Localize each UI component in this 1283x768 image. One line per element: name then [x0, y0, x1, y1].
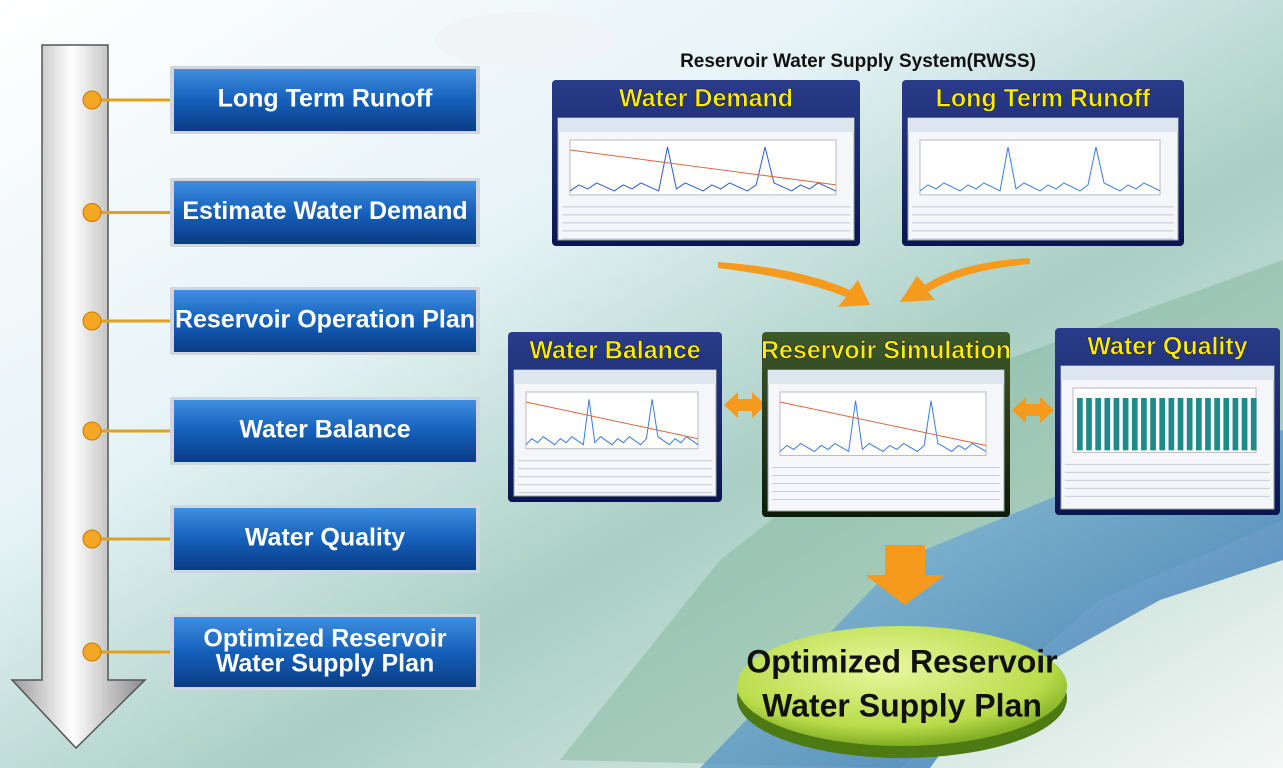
- panel-title: Water Demand: [619, 85, 793, 113]
- bar-icon: [1178, 398, 1184, 450]
- step-label: Water Quality: [245, 524, 405, 552]
- bar-icon: [1205, 398, 1211, 450]
- step-label: Reservoir Operation Plan: [175, 306, 475, 334]
- bar-icon: [1169, 398, 1175, 450]
- bar-icon: [1123, 398, 1129, 450]
- toolbar: [768, 370, 1004, 384]
- bar-icon: [1187, 398, 1193, 450]
- bar-icon: [1086, 398, 1092, 450]
- result-text: Optimized Reservoir: [746, 643, 1057, 679]
- bar-icon: [1077, 398, 1083, 450]
- toolbar: [514, 370, 716, 384]
- panel-title: Water Balance: [529, 337, 700, 365]
- plot: [920, 140, 1160, 195]
- toolbar: [908, 118, 1178, 132]
- bar-icon: [1132, 398, 1138, 450]
- bar-icon: [1251, 398, 1257, 450]
- panel-title: Long Term Runoff: [936, 85, 1151, 113]
- connector-dot: [83, 530, 101, 548]
- bar-icon: [1223, 398, 1229, 450]
- bar-icon: [1159, 398, 1165, 450]
- connector-dot: [83, 312, 101, 330]
- diagram: Long Term Runoff Estimate Water Demand Res…: [0, 0, 1283, 768]
- bar-icon: [1196, 398, 1202, 450]
- result-text: Water Supply Plan: [762, 687, 1042, 723]
- step-label: Water Supply Plan: [216, 650, 435, 678]
- cloud: [435, 12, 615, 68]
- bar-icon: [1114, 398, 1120, 450]
- bar-icon: [1150, 398, 1156, 450]
- connector-dot: [83, 91, 101, 109]
- bar-icon: [1233, 398, 1239, 450]
- bar-icon: [1242, 398, 1248, 450]
- toolbar: [1061, 366, 1274, 380]
- step-label: Optimized Reservoir: [203, 625, 446, 653]
- bar-icon: [1104, 398, 1110, 450]
- step-label: Long Term Runoff: [218, 85, 433, 113]
- toolbar: [558, 118, 854, 132]
- connector-dot: [83, 204, 101, 222]
- bar-icon: [1214, 398, 1220, 450]
- panel-title: Reservoir Simulation: [761, 337, 1011, 365]
- bar-icon: [1095, 398, 1101, 450]
- connector-dot: [83, 422, 101, 440]
- header-title: Reservoir Water Supply System(RWSS): [680, 51, 1036, 72]
- connector-dot: [83, 643, 101, 661]
- step-label: Estimate Water Demand: [182, 197, 467, 225]
- step-label: Water Balance: [239, 416, 410, 444]
- bar-icon: [1141, 398, 1147, 450]
- panel-title: Water Quality: [1087, 333, 1247, 361]
